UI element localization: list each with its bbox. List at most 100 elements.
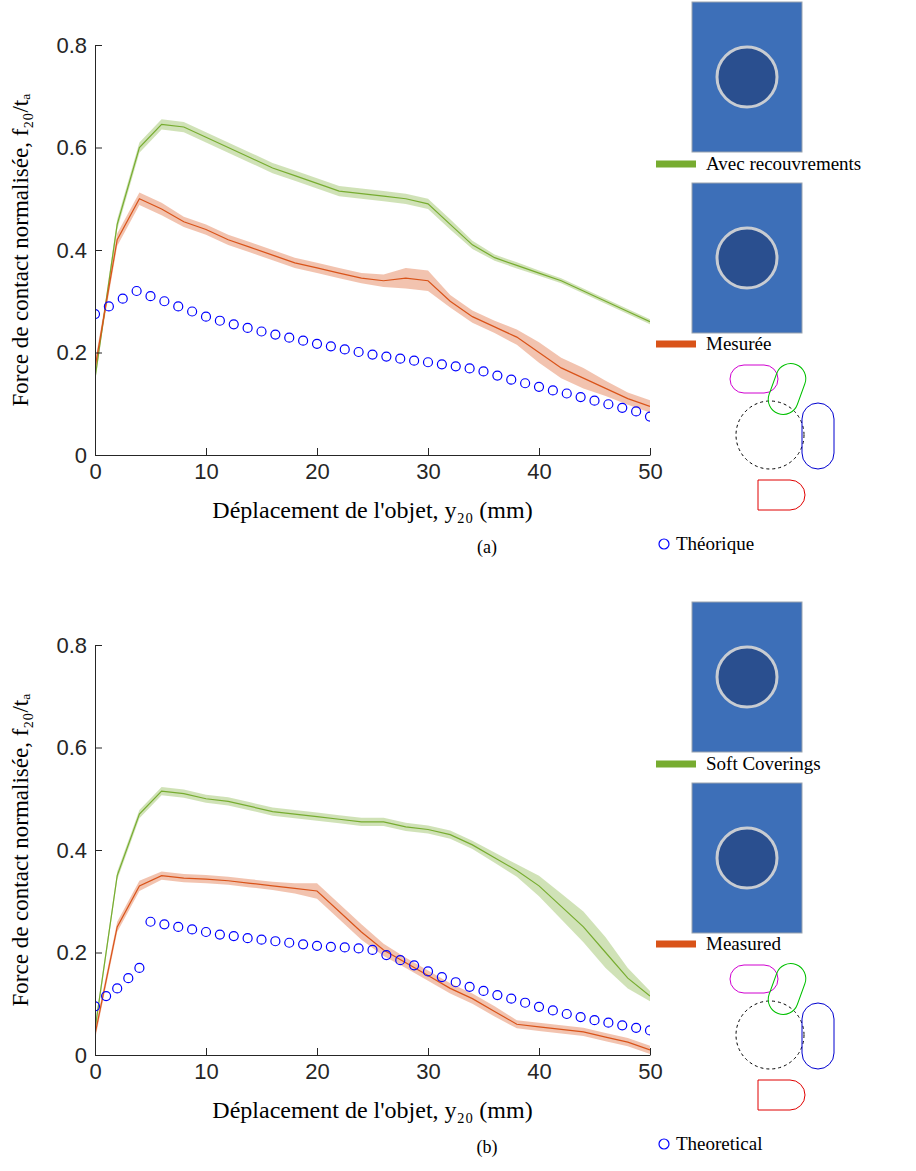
schematic-object bbox=[736, 401, 804, 469]
tick-mark bbox=[317, 448, 318, 455]
data-point bbox=[243, 323, 252, 332]
data-point bbox=[299, 336, 308, 345]
data-point bbox=[548, 386, 557, 395]
data-point bbox=[576, 393, 585, 402]
tick: 40 bbox=[527, 448, 551, 484]
data-point bbox=[618, 1021, 627, 1030]
data-point bbox=[465, 364, 474, 373]
tick-label: 0.6 bbox=[56, 135, 87, 160]
data-line bbox=[95, 199, 650, 407]
tick: 0 bbox=[75, 1043, 102, 1068]
photo-placeholder bbox=[692, 183, 802, 333]
data-point bbox=[493, 991, 502, 1000]
panel: 0102030405000.20.40.60.8Déplacement de l… bbox=[8, 602, 834, 1158]
tick-mark bbox=[539, 448, 540, 455]
data-point bbox=[382, 352, 391, 361]
panel-caption: (b) bbox=[477, 1137, 498, 1158]
tick: 30 bbox=[416, 448, 440, 484]
data-point bbox=[493, 371, 502, 380]
tick-label: 0 bbox=[89, 1059, 101, 1084]
schematic-base bbox=[758, 1080, 805, 1110]
data-point bbox=[437, 973, 446, 982]
legend-item: Theoretical bbox=[659, 959, 834, 1154]
data-point bbox=[424, 358, 433, 367]
data-point bbox=[285, 938, 294, 947]
data-point bbox=[202, 312, 211, 321]
data-point bbox=[113, 984, 122, 993]
tick: 50 bbox=[638, 448, 662, 484]
data-point bbox=[604, 1018, 613, 1027]
data-point bbox=[271, 937, 280, 946]
schematic bbox=[730, 359, 834, 510]
data-point bbox=[188, 925, 197, 934]
data-point bbox=[299, 940, 308, 949]
tick-label: 20 bbox=[305, 459, 329, 484]
tick-mark bbox=[95, 45, 102, 46]
data-point bbox=[465, 982, 474, 991]
data-line bbox=[95, 876, 650, 1050]
photo-placeholder bbox=[692, 602, 802, 752]
data-point bbox=[285, 333, 294, 342]
tick: 20 bbox=[305, 448, 329, 484]
data-point bbox=[124, 974, 133, 983]
data-point bbox=[535, 382, 544, 391]
tick-mark bbox=[206, 1048, 207, 1055]
data-point bbox=[424, 967, 433, 976]
legend-label: Avec recouvrements bbox=[706, 153, 861, 174]
legend: Soft CoveringsMeasuredTheoretical bbox=[656, 602, 834, 1154]
legend-item: Théorique bbox=[659, 359, 834, 554]
schematic-link bbox=[764, 359, 810, 418]
data-point bbox=[590, 396, 599, 405]
error-band bbox=[95, 872, 650, 1054]
error-band bbox=[95, 787, 650, 1034]
axis-line bbox=[96, 455, 651, 456]
schematic-link bbox=[802, 403, 834, 469]
photo-hub bbox=[717, 228, 777, 288]
schematic-object bbox=[736, 1001, 804, 1069]
figure: 0102030405000.20.40.60.8Déplacement de l… bbox=[0, 0, 916, 1171]
tick-mark bbox=[650, 1048, 651, 1055]
data-point bbox=[313, 941, 322, 950]
x-axis-title: Déplacement de l'objet, y₂₀ (mm) bbox=[212, 1097, 532, 1123]
photo-hub bbox=[717, 828, 777, 888]
tick: 0.6 bbox=[56, 135, 102, 160]
tick-label: 0.8 bbox=[56, 633, 87, 658]
error-band bbox=[95, 193, 650, 413]
axis-line bbox=[96, 1055, 651, 1056]
legend-label: Soft Coverings bbox=[706, 753, 821, 774]
tick-mark bbox=[95, 455, 102, 456]
tick: 30 bbox=[416, 1048, 440, 1084]
tick-label: 0 bbox=[75, 443, 87, 468]
tick-label: 40 bbox=[527, 1059, 551, 1084]
panel: 0102030405000.20.40.60.8Déplacement de l… bbox=[8, 2, 861, 558]
data-point bbox=[257, 327, 266, 336]
data-point bbox=[562, 1010, 571, 1019]
data-point bbox=[396, 956, 405, 965]
schematic-base bbox=[758, 480, 805, 510]
tick-mark bbox=[317, 1048, 318, 1055]
tick-mark bbox=[428, 448, 429, 455]
tick-label: 30 bbox=[416, 459, 440, 484]
data-point bbox=[271, 330, 280, 339]
data-point bbox=[146, 917, 155, 926]
data-point bbox=[479, 986, 488, 995]
data-point bbox=[229, 932, 238, 941]
tick-label: 40 bbox=[527, 459, 551, 484]
data-point bbox=[102, 992, 111, 1001]
photo-hub bbox=[717, 647, 777, 707]
data-point bbox=[646, 412, 651, 421]
tick-label: 0.6 bbox=[56, 735, 87, 760]
y-axis-title: Force de contact normalisée, f₂₀/tₐ bbox=[8, 94, 33, 407]
tick-mark bbox=[428, 1048, 429, 1055]
data-point bbox=[174, 922, 183, 931]
data-point bbox=[576, 1013, 585, 1022]
tick-mark bbox=[95, 353, 102, 354]
data-point bbox=[396, 354, 405, 363]
tick-label: 30 bbox=[416, 1059, 440, 1084]
data-point bbox=[354, 944, 363, 953]
data-point bbox=[118, 294, 127, 303]
data-point bbox=[215, 930, 224, 939]
tick: 20 bbox=[305, 1048, 329, 1084]
data-point bbox=[368, 350, 377, 359]
tick-mark bbox=[650, 448, 651, 455]
